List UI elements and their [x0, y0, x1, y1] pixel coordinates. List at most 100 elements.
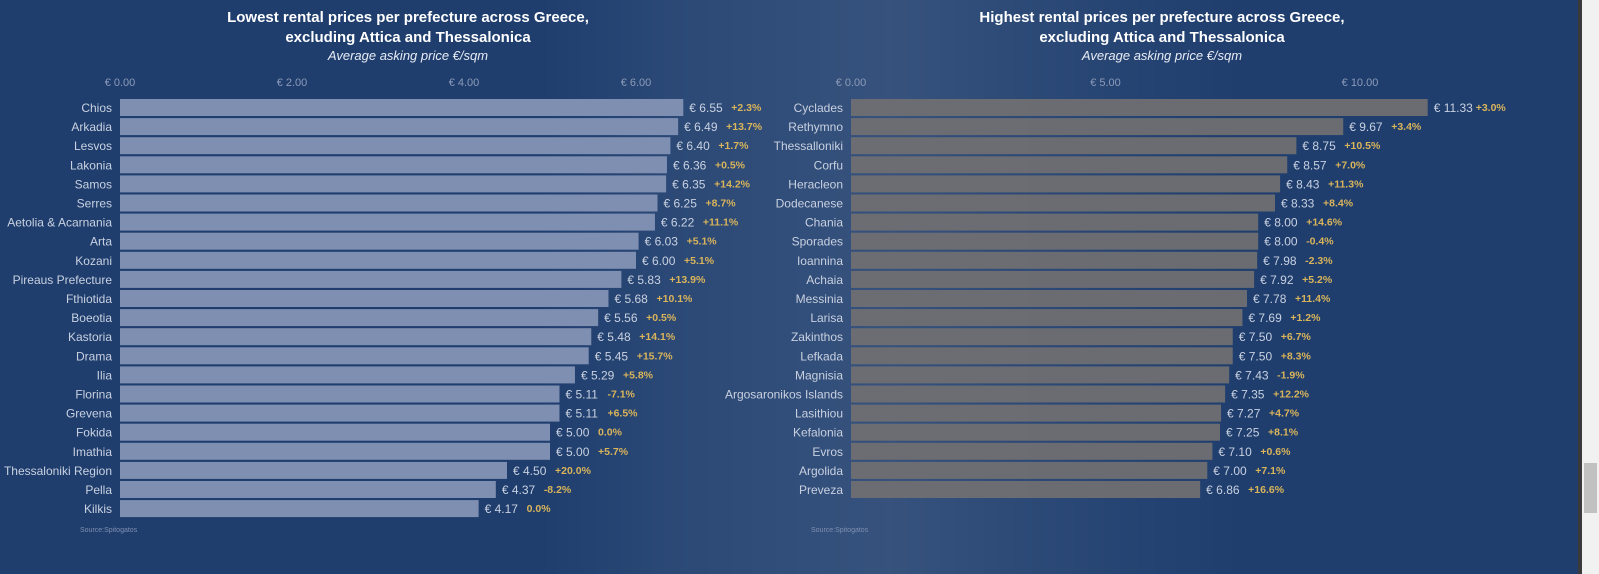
right-axis-tick-label: € 10.00 — [1342, 77, 1379, 89]
right-change-label: +4.7% — [1269, 408, 1300, 420]
right-category-label: Thessalloniki — [774, 139, 843, 153]
right-category-label: Argosaronikos Islands — [725, 388, 843, 402]
left-bar — [120, 213, 655, 231]
left-value-label: € 5.83 — [627, 273, 661, 287]
right-change-label: +6.7% — [1281, 331, 1312, 343]
left-value-label: € 5.48 — [597, 330, 631, 344]
right-bar — [851, 347, 1233, 365]
scrollbar[interactable] — [1582, 0, 1599, 574]
right-category-label: Argolida — [799, 464, 843, 478]
left-bar — [120, 251, 636, 269]
left-change-label: +5.8% — [623, 369, 654, 381]
right-value-label: € 7.35 — [1231, 388, 1265, 402]
right-bar — [851, 194, 1275, 212]
left-bar — [120, 442, 550, 460]
right-change-label: -1.9% — [1277, 369, 1305, 381]
left-category-label: Boeotia — [71, 311, 112, 325]
right-value-label: € 7.50 — [1239, 330, 1273, 344]
right-value-label: € 11.33 — [1434, 101, 1473, 115]
right-category-label: Dodecanese — [776, 197, 844, 211]
right-bar — [851, 423, 1221, 441]
left-bar — [120, 194, 658, 212]
left-bar — [120, 366, 575, 384]
right-source-note: Source:Spitogatos — [811, 527, 869, 534]
left-category-label: Pella — [85, 483, 112, 497]
right-bar — [851, 481, 1201, 498]
left-value-label: € 5.68 — [614, 292, 648, 306]
left-change-label: +5.1% — [687, 236, 718, 248]
left-bar — [120, 175, 667, 193]
right-change-label: +1.2% — [1290, 312, 1321, 324]
right-value-label: € 6.86 — [1206, 483, 1240, 497]
right-bar — [851, 175, 1281, 193]
left-change-label: -7.1% — [607, 389, 635, 401]
left-bar — [120, 156, 667, 174]
right-category-label: Kefalonia — [793, 426, 843, 440]
left-category-label: Imathia — [73, 445, 113, 459]
left-category-label: Samos — [75, 177, 112, 191]
left-category-label: Lesvos — [74, 139, 112, 153]
right-bar — [851, 118, 1344, 136]
right-category-label: Rethymno — [788, 120, 843, 134]
left-category-label: Kilkis — [84, 502, 112, 516]
left-change-label: +15.7% — [637, 350, 674, 362]
right-category-label: Chania — [805, 216, 843, 230]
right-change-label: +3.4% — [1391, 121, 1422, 133]
left-value-label: € 5.11 — [565, 388, 598, 402]
right-value-label: € 7.98 — [1263, 254, 1297, 268]
left-axis-tick-label: € 4.00 — [449, 77, 480, 89]
left-chart-title: Lowest rental prices per prefecture acro… — [108, 8, 708, 48]
right-category-label: Messinia — [796, 292, 844, 306]
left-value-label: € 5.29 — [581, 368, 615, 382]
right-value-label: € 7.50 — [1239, 349, 1273, 363]
left-value-label: € 5.00 — [556, 445, 590, 459]
right-change-label: -0.4% — [1306, 236, 1334, 248]
left-bar — [120, 232, 639, 250]
right-value-label: € 7.43 — [1235, 368, 1269, 382]
right-change-label: +7.0% — [1335, 159, 1366, 171]
left-axis-tick-label: € 2.00 — [277, 77, 308, 89]
right-change-label: +5.2% — [1302, 274, 1333, 286]
left-bar — [120, 99, 684, 116]
right-bar — [851, 213, 1259, 231]
right-category-label: Achaia — [806, 273, 843, 287]
left-bar — [120, 290, 609, 307]
left-value-label: € 5.00 — [556, 426, 590, 440]
left-value-label: € 6.36 — [673, 158, 707, 172]
right-bar — [851, 404, 1222, 422]
left-value-label: € 5.56 — [604, 311, 638, 325]
left-category-label: Fokida — [76, 426, 112, 440]
right-value-label: € 7.00 — [1213, 464, 1247, 478]
right-category-label: Lefkada — [800, 349, 843, 363]
left-change-label: +11.1% — [703, 217, 739, 229]
right-title-line1: Highest rental prices per prefecture acr… — [979, 9, 1345, 26]
right-bar — [851, 156, 1288, 174]
right-bar — [851, 232, 1259, 250]
left-change-label: +2.3% — [731, 102, 762, 114]
left-change-label: +0.5% — [646, 312, 677, 324]
left-title-line1: Lowest rental prices per prefecture acro… — [227, 9, 589, 26]
right-value-label: € 8.57 — [1293, 158, 1327, 172]
right-category-label: Magnisia — [795, 368, 843, 382]
left-bar — [120, 118, 679, 136]
left-value-label: € 6.25 — [664, 197, 698, 211]
right-category-label: Evros — [812, 445, 843, 459]
left-bar — [120, 500, 479, 518]
left-value-label: € 6.35 — [672, 177, 706, 191]
right-bar — [851, 99, 1428, 116]
left-category-label: Grevena — [66, 407, 112, 421]
right-axis-tick-label: € 5.00 — [1090, 77, 1121, 89]
left-category-label: Drama — [76, 349, 112, 363]
left-category-label: Fthiotida — [66, 292, 112, 306]
right-title-line2: excluding Attica and Thessalonica — [1039, 29, 1285, 46]
left-change-label: -8.2% — [544, 484, 572, 496]
scrollbar-thumb[interactable] — [1584, 463, 1597, 513]
left-bar — [120, 385, 560, 403]
left-bar — [120, 137, 671, 155]
right-value-label: € 8.33 — [1281, 197, 1315, 211]
right-value-label: € 8.75 — [1302, 139, 1336, 153]
right-change-label: +12.2% — [1273, 389, 1310, 401]
right-value-label: € 7.92 — [1260, 273, 1294, 287]
left-value-label: € 6.55 — [689, 101, 723, 115]
right-change-label: +8.1% — [1268, 427, 1299, 439]
